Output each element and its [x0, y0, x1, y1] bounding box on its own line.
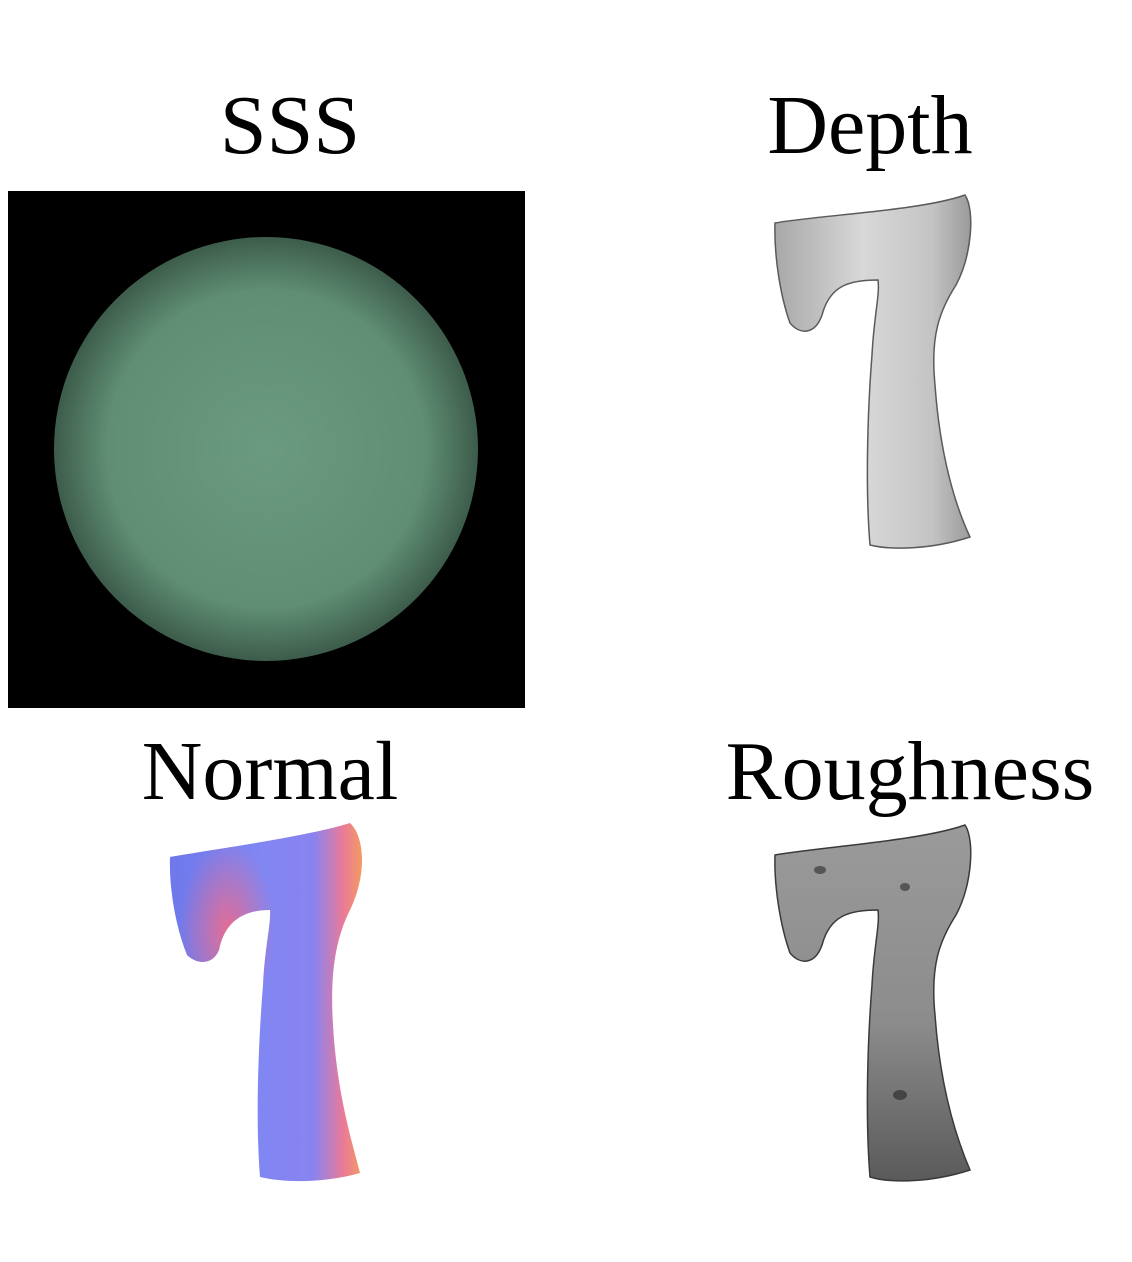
normal-title: Normal	[141, 725, 399, 818]
depth-map-image	[774, 194, 972, 549]
depth-digit-7-shape	[774, 194, 972, 549]
sss-title: SSS	[219, 79, 361, 172]
sss-sphere-render	[8, 191, 525, 708]
normal-map-image	[169, 823, 363, 1182]
roughness-digit-7-shape	[774, 824, 972, 1182]
roughness-map-image	[774, 824, 972, 1182]
sss-sphere	[54, 237, 478, 661]
depth-title: Depth	[767, 79, 973, 172]
normal-digit-7-highlight	[169, 823, 363, 1182]
roughness-spot	[900, 883, 910, 891]
roughness-spot	[814, 866, 826, 874]
roughness-spot	[893, 1090, 907, 1100]
roughness-title: Roughness	[725, 725, 1095, 818]
